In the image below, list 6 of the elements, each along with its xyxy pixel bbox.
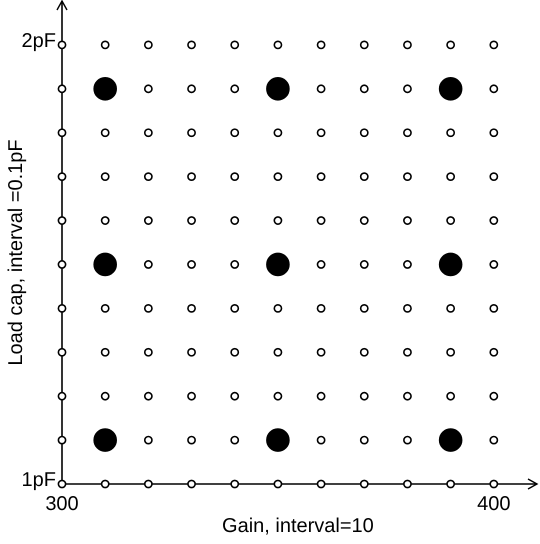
y-tick-label: 1pF xyxy=(22,469,56,491)
y-tick-label: 2pF xyxy=(22,30,56,52)
x-axis-title: Gain, interval=10 xyxy=(222,515,374,537)
x-tick-label: 300 xyxy=(45,493,79,515)
x-tick-label: 400 xyxy=(477,493,511,515)
y-axis-title: Load cap, interval =0.1pF xyxy=(5,139,27,366)
